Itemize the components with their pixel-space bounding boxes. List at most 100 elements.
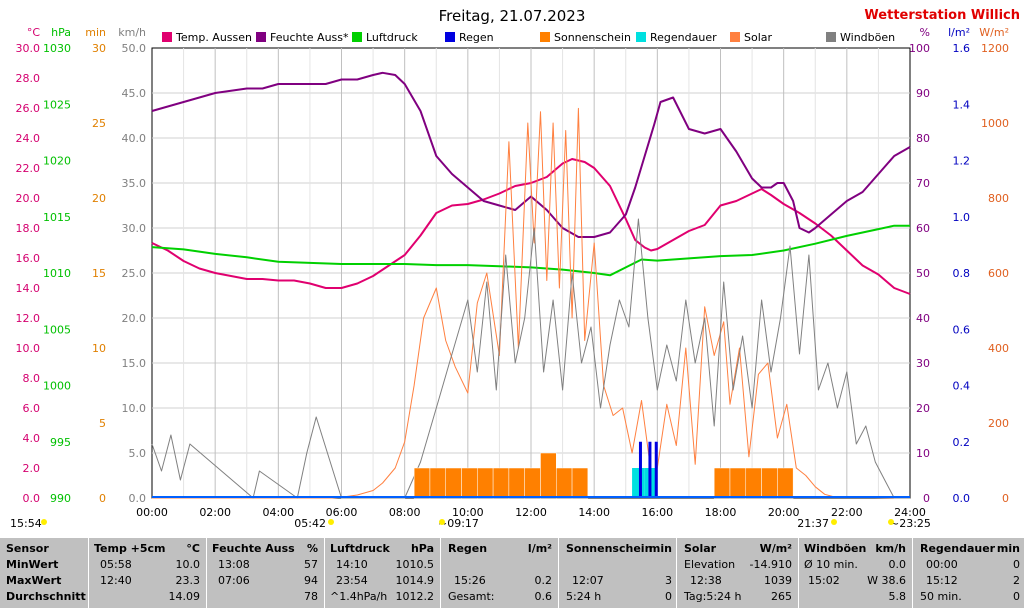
y-tick-label-temp: 6.0	[23, 402, 41, 415]
stats-press-title: Luftdruck	[330, 542, 390, 555]
y-tick-label-press: 1030	[43, 42, 71, 55]
legend-item: Feuchte Auss*	[256, 31, 349, 44]
sunshine-bar	[540, 452, 557, 499]
y-tick-label-humid: 0	[923, 492, 930, 505]
stats-label-avg: Durchschnitt	[6, 590, 86, 603]
y-tick-label-wind: 45.0	[122, 87, 147, 100]
stats-wind-avg: 5.8	[888, 590, 907, 603]
legend-item: Temp. Aussen	[162, 31, 252, 44]
y-tick-label-humid: 70	[916, 177, 930, 190]
stats-humid-min-val: 57	[304, 558, 318, 571]
stats-wind-max-val: W 38.6	[867, 574, 906, 587]
stats-row-labels: Sensor MinWert MaxWert Durchschnitt	[6, 538, 86, 608]
x-tick-label: 16:00	[641, 506, 673, 519]
y-tick-label-temp: 8.0	[23, 372, 41, 385]
y-tick-label-temp: 16.0	[16, 252, 41, 265]
y-tick-label-humid: 30	[916, 357, 930, 370]
legend-swatch	[352, 32, 362, 42]
legend-swatch	[256, 32, 266, 42]
y-tick-label-temp: 0.0	[23, 492, 41, 505]
y-tick-label-wind: 25.0	[122, 267, 147, 280]
stats-solar-elev: -14.910	[749, 558, 792, 571]
y-tick-label-humid: 60	[916, 222, 930, 235]
y-tick-label-rain: 1.0	[953, 211, 971, 224]
y-tick-label-temp: 12.0	[16, 312, 41, 325]
sun-marker	[888, 519, 894, 525]
stats-humid-max-time: 07:06	[218, 574, 250, 587]
sunshine-bar	[777, 467, 794, 499]
y-tick-label-temp: 18.0	[16, 222, 41, 235]
y-tick-label-wind: 30.0	[122, 222, 147, 235]
y-axis-unit-solar: W/m²	[979, 26, 1009, 39]
stats-press-min-val: 1010.5	[395, 558, 435, 571]
y-tick-label-minutes: 10	[92, 342, 106, 355]
y-tick-label-rain: 1.2	[953, 155, 971, 168]
x-tick-label: 00:00	[136, 506, 168, 519]
y-tick-label-temp: 2.0	[23, 462, 41, 475]
stats-wind-title: Windböen	[804, 542, 867, 555]
y-tick-label-humid: 40	[916, 312, 930, 325]
stats-raindur-avg: 0	[1013, 590, 1020, 603]
stats-sun-hours: 5:24 h	[566, 590, 602, 603]
y-tick-label-humid: 80	[916, 132, 930, 145]
legend-item: Luftdruck	[352, 31, 418, 44]
stats-sun-title: Sonnenschein	[566, 542, 653, 555]
stats-press-unit: hPa	[410, 542, 434, 555]
stats-raindur-50min: 50 min.	[920, 590, 962, 603]
stats-rain: Regen l/m² 15:26 0.2 Gesamt: 0.6	[446, 538, 554, 608]
statistics-panel: Sensor MinWert MaxWert Durchschnitt Temp…	[0, 538, 1024, 608]
legend-label: Windböen	[840, 31, 895, 44]
y-tick-label-press: 1005	[43, 323, 71, 336]
series-line	[152, 107, 911, 499]
sunshine-bar	[413, 467, 431, 499]
stats-press-max-time: 23:54	[336, 574, 368, 587]
y-tick-label-wind: 0.0	[129, 492, 147, 505]
stats-rain-total-label: Gesamt:	[448, 590, 495, 603]
x-tick-label: 10:00	[452, 506, 484, 519]
y-tick-label-temp: 24.0	[16, 132, 41, 145]
y-axis-unit-minutes: min	[85, 26, 106, 39]
legend-swatch	[730, 32, 740, 42]
y-tick-label-rain: 0.6	[953, 323, 971, 336]
y-tick-label-minutes: 5	[99, 417, 106, 430]
x-tick-label: 02:00	[199, 506, 231, 519]
y-tick-label-temp: 4.0	[23, 432, 41, 445]
series-solar	[152, 107, 911, 499]
stats-rain-title: Regen	[448, 542, 488, 555]
legend-item: Sonnenschein	[540, 31, 631, 44]
y-tick-label-temp: 20.0	[16, 192, 41, 205]
sun-marker	[831, 519, 837, 525]
plot-area	[151, 71, 911, 499]
legend-swatch	[540, 32, 550, 42]
rain-bar	[648, 441, 652, 498]
series-regendauer	[632, 468, 658, 498]
stats-press-trend: ^1.4hPa/h	[330, 590, 388, 603]
y-tick-label-temp: 22.0	[16, 162, 41, 175]
sun-marker	[41, 519, 47, 525]
y-axis-unit-humid: %	[920, 26, 930, 39]
axes: 0.0 2.0 4.0 6.0 8.0 10.0 12.0 14.0 16.0 18.0 20.0 2…	[16, 26, 1010, 505]
stats-press-min-time: 14:10	[336, 558, 368, 571]
y-tick-label-humid: 90	[916, 87, 930, 100]
legend-swatch	[826, 32, 836, 42]
legend-label: Solar	[744, 31, 773, 44]
sunshine-bar	[571, 467, 589, 499]
legend-label: Feuchte Auss*	[270, 31, 349, 44]
sun-time-label: 15:54	[10, 517, 42, 530]
stats-temp-max-val: 23.3	[175, 574, 201, 587]
stats-label-max: MaxWert	[6, 574, 62, 587]
y-tick-label-solar: 0	[1002, 492, 1009, 505]
series-temp-aussen	[151, 158, 911, 295]
y-tick-label-humid: 20	[916, 402, 930, 415]
series-line	[151, 224, 910, 277]
sun-time-label: 05:42	[294, 517, 326, 530]
stats-solar-day: Tag:5:24 h	[684, 590, 742, 603]
y-tick-label-rain: 0.8	[953, 267, 971, 280]
legend-item: Windböen	[826, 31, 895, 44]
stats-sun: Sonnenschein min 12:07 3 5:24 h 0	[566, 538, 672, 608]
rain-bar	[638, 441, 642, 498]
y-tick-label-solar: 1200	[981, 42, 1009, 55]
stats-humid: Feuchte Auss % 13:08 57 07:06 94 78	[212, 538, 320, 608]
stats-solar-elev-label: Elevation	[684, 558, 736, 571]
stats-solar-title: Solar	[684, 542, 717, 555]
